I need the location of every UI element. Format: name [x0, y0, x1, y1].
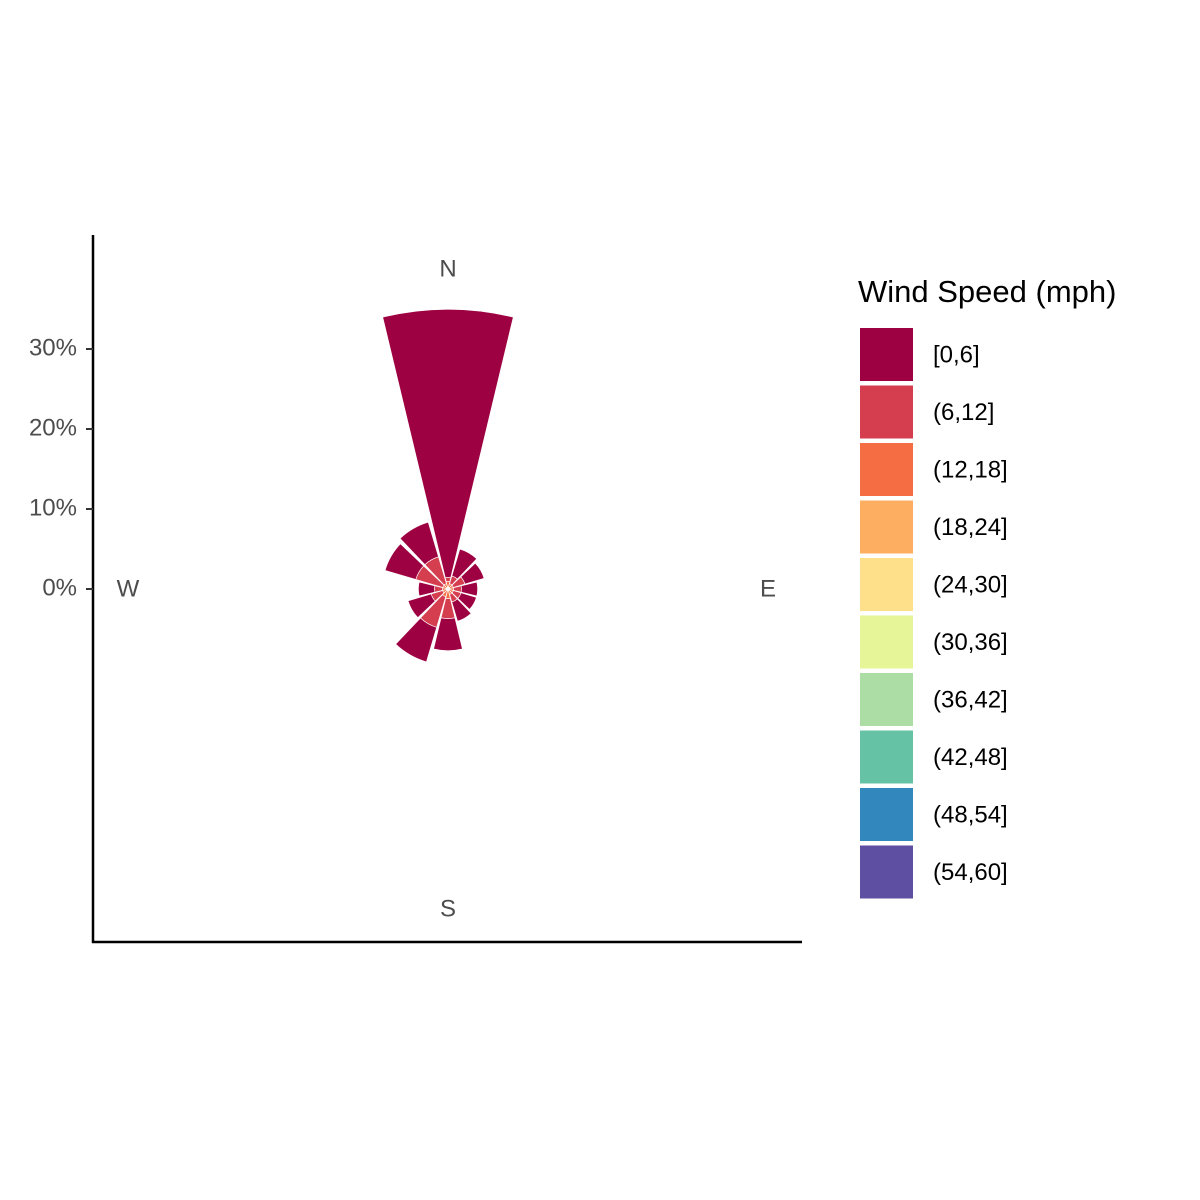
legend-key [860, 500, 913, 554]
wedge [407, 593, 436, 619]
wedge [418, 581, 436, 597]
legend-key [860, 730, 913, 784]
wedge [451, 598, 472, 622]
legend-label: (42,48] [933, 744, 1008, 771]
legend-key [860, 788, 913, 841]
legend-label: (12,18] [933, 456, 1008, 483]
y-tick-label: 30% [29, 334, 77, 361]
wedge [384, 543, 425, 580]
legend-label: (6,12] [933, 399, 994, 426]
legend-key [860, 673, 913, 726]
direction-label: W [117, 575, 140, 602]
wedge [457, 592, 477, 610]
wedge [395, 617, 438, 663]
direction-label: N [439, 255, 456, 282]
legend-key [860, 615, 913, 669]
legend-key [860, 845, 913, 899]
y-tick-label: 0% [42, 574, 77, 601]
direction-label: E [760, 575, 776, 602]
y-tick-label: 20% [29, 414, 77, 441]
y-tick-label: 10% [29, 494, 77, 521]
legend-label: (54,60] [933, 859, 1008, 886]
legend-label: (48,54] [933, 801, 1008, 828]
wedge [460, 581, 478, 597]
legend-label: (18,24] [933, 514, 1008, 541]
wedge [451, 548, 478, 580]
legend-key [860, 443, 913, 496]
legend-key [860, 558, 913, 611]
legend-key [860, 328, 913, 381]
legend-title: Wind Speed (mph) [858, 274, 1116, 309]
wedge [444, 577, 452, 582]
legend-label: (24,30] [933, 571, 1008, 598]
direction-label: S [440, 895, 456, 922]
legend-label: (30,36] [933, 629, 1008, 656]
wedge [399, 521, 439, 566]
wedge [460, 562, 485, 585]
wedge [433, 617, 463, 651]
legend-label: (36,42] [933, 686, 1008, 713]
wedge [382, 309, 514, 579]
legend-label: [0,6] [933, 341, 980, 368]
legend-key [860, 385, 913, 439]
